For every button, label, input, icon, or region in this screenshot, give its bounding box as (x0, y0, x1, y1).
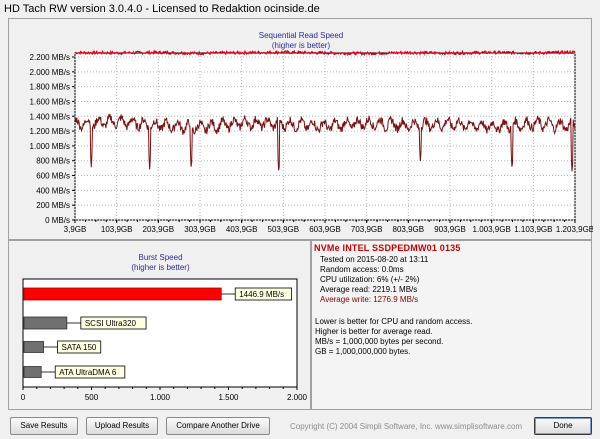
y-tick-label: 1.200 MB/s (30, 127, 70, 136)
y-tick-label: 1.600 MB/s (30, 97, 70, 106)
cpu-utilization: CPU utilization: 6% (+/- 2%) (320, 275, 420, 284)
y-tick-label: 1.000 MB/s (30, 142, 70, 151)
write-speed-line (74, 113, 576, 172)
burst-chart-title: Burst Speed (138, 253, 183, 262)
x-tick-label: 303,9GB (184, 225, 216, 234)
x-tick-label: 703,9GB (351, 225, 383, 234)
x-tick-label: 603,9GB (309, 225, 341, 234)
y-tick-label: 600 MB/s (36, 172, 70, 181)
done-button[interactable]: Done (534, 417, 592, 435)
sequential-chart-subtitle: (higher is better) (271, 41, 331, 50)
x-tick-label: 1.003,9GB (473, 225, 511, 234)
x-tick-label: 103,9GB (101, 225, 133, 234)
random-access: Random access: 0.0ms (320, 265, 404, 274)
x-tick-label: 1.203,9GB (556, 225, 593, 234)
x-tick-label: 203,9GB (143, 225, 175, 234)
note-line: Higher is better for average read. (315, 327, 433, 336)
burst-bar-label: SCSI Ultra320 (85, 319, 137, 328)
note-line: Lower is better for CPU and random acces… (315, 317, 473, 326)
note-line: MB/s = 1,000,000 bytes per second. (315, 337, 444, 346)
x-tick-label: 803,9GB (393, 225, 425, 234)
y-tick-label: 200 MB/s (36, 201, 70, 210)
burst-bar-reference (23, 366, 42, 378)
burst-bar-current (23, 287, 222, 301)
y-tick-label: 400 MB/s (36, 186, 70, 195)
upload-results-button[interactable]: Upload Results (86, 417, 158, 435)
burst-x-tick-label: 1.000 (150, 393, 171, 402)
burst-x-tick-label: 500 (85, 393, 99, 402)
burst-bar-reference (23, 316, 68, 330)
y-tick-label: 800 MB/s (36, 157, 70, 166)
burst-x-tick-label: 2.000 (287, 393, 308, 402)
average-write: Average write: 1276.9 MB/s (320, 295, 419, 304)
burst-bar-label: ATA UltraDMA 6 (59, 368, 117, 377)
x-tick-label: 503,9GB (268, 225, 300, 234)
window-title: HD Tach RW version 3.0.4.0 - Licensed to… (0, 0, 600, 18)
burst-speed-chart: 0 500 1.000 1.500 2.000 1446.9 MB/s SCSI Ultra… (21, 278, 308, 402)
y-tick-label: 2.200 MB/s (30, 53, 70, 62)
y-tick-label: 2.000 MB/s (30, 68, 70, 77)
save-results-button[interactable]: Save Results (10, 417, 78, 435)
x-tick-label: 903,9GB (434, 225, 466, 234)
sequential-read-chart: 0 MB/s 200 MB/s 400 MB/s 600 MB/s 800 MB/s 1.… (30, 49, 593, 234)
burst-bar-reference (23, 341, 44, 353)
compare-another-drive-button[interactable]: Compare Another Drive (166, 417, 270, 435)
note-line: GB = 1,000,000,000 bytes. (315, 347, 411, 356)
burst-bar-label: SATA 150 (62, 343, 97, 352)
y-tick-label: 1.800 MB/s (30, 83, 70, 92)
y-tick-label: 1.400 MB/s (30, 112, 70, 121)
x-tick-label: 1.103,9GB (514, 225, 552, 234)
burst-x-tick-label: 0 (21, 393, 26, 402)
drive-info-panel: NVMe INTEL SSDPEDMW01 0135 Tested on 201… (311, 240, 592, 410)
copyright-text: Copyright (C) 2004 Simpli Software, Inc.… (290, 422, 523, 431)
drive-name: NVMe INTEL SSDPEDMW01 0135 (314, 243, 461, 253)
average-read: Average read: 2219.1 MB/s (320, 285, 418, 294)
sequential-chart-title: Sequential Read Speed (258, 31, 344, 40)
burst-chart-subtitle: (higher is better) (131, 263, 190, 272)
burst-bar-label: 1446.9 MB/s (239, 290, 284, 299)
read-speed-line (74, 49, 576, 57)
x-tick-label: 403,9GB (226, 225, 258, 234)
x-tick-label: 3,9GB (64, 225, 87, 234)
burst-speed-panel: Burst Speed (higher is better) 0 500 1.000… (8, 240, 311, 410)
tested-on: Tested on 2015-08-20 at 13:11 (320, 255, 429, 264)
sequential-read-panel: Sequential Read Speed (higher is better)… (8, 18, 593, 240)
burst-x-tick-label: 1.500 (218, 393, 239, 402)
y-tick-label: 0 MB/s (45, 216, 70, 225)
